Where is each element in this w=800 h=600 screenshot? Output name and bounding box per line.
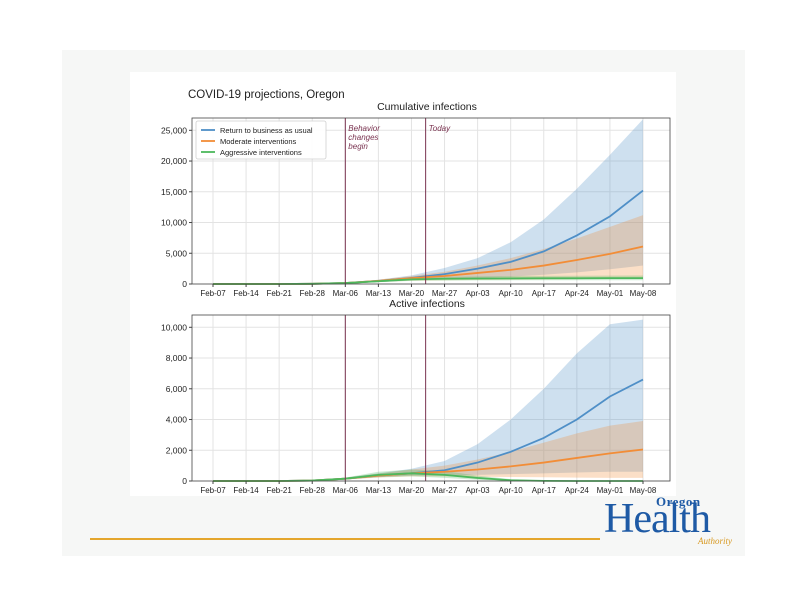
y-tick-label: 6,000 xyxy=(166,384,188,394)
y-tick-label: 20,000 xyxy=(161,156,187,166)
x-tick-label: Mar-13 xyxy=(366,486,392,495)
x-tick-label: May-08 xyxy=(630,486,657,495)
x-tick-label: Apr-03 xyxy=(466,289,491,298)
x-tick-label: Apr-10 xyxy=(499,289,524,298)
logo-word-authority: Authority xyxy=(698,536,732,546)
event-label: Behavior xyxy=(348,124,380,133)
y-tick-label: 0 xyxy=(182,476,187,486)
event-label: changes xyxy=(348,133,378,142)
series-line xyxy=(213,277,643,285)
y-tick-label: 10,000 xyxy=(161,218,187,228)
x-tick-label: May-08 xyxy=(630,289,657,298)
x-tick-label: Apr-10 xyxy=(499,486,524,495)
x-tick-label: May-01 xyxy=(597,486,624,495)
x-tick-label: Mar-27 xyxy=(432,289,458,298)
legend-label: Moderate interventions xyxy=(220,137,297,146)
confidence-band xyxy=(213,469,643,481)
figure-title: COVID-19 projections, Oregon xyxy=(188,89,345,101)
logo-word-health: Health xyxy=(604,496,711,542)
x-tick-label: Mar-20 xyxy=(399,486,425,495)
y-tick-label: 4,000 xyxy=(166,415,188,425)
y-tick-label: 0 xyxy=(182,279,187,289)
x-tick-label: Feb-21 xyxy=(266,486,292,495)
x-tick-label: Feb-07 xyxy=(200,486,226,495)
legend-label: Aggressive interventions xyxy=(220,148,302,157)
x-tick-label: May-01 xyxy=(597,289,624,298)
x-tick-label: Apr-03 xyxy=(466,486,491,495)
chart-title-active: Active infections xyxy=(389,298,465,310)
confidence-band xyxy=(213,119,643,284)
x-tick-label: Apr-24 xyxy=(565,486,590,495)
footer-rule xyxy=(90,538,600,540)
y-tick-label: 2,000 xyxy=(166,445,188,455)
x-tick-label: Feb-14 xyxy=(233,486,259,495)
y-tick-label: 5,000 xyxy=(166,248,188,258)
y-tick-label: 25,000 xyxy=(161,125,187,135)
plot-frame xyxy=(191,314,671,482)
event-label: begin xyxy=(348,142,368,151)
x-tick-label: Apr-17 xyxy=(532,289,557,298)
y-tick-label: 15,000 xyxy=(161,187,187,197)
chart-title-cumulative: Cumulative infections xyxy=(377,101,477,113)
oregon-health-authority-logo: Health Oregon Authority xyxy=(604,492,739,554)
x-tick-label: Feb-28 xyxy=(300,486,326,495)
figure-panel: COVID-19 projections, Oregon Cumulative … xyxy=(130,72,676,496)
legend-box xyxy=(195,120,327,160)
plot-frame xyxy=(191,117,671,285)
x-tick-label: Feb-28 xyxy=(300,289,326,298)
x-tick-label: Mar-06 xyxy=(333,486,359,495)
y-tick-label: 8,000 xyxy=(166,353,188,363)
x-tick-label: Apr-24 xyxy=(565,289,590,298)
x-tick-label: Mar-20 xyxy=(399,289,425,298)
confidence-band xyxy=(213,421,643,481)
x-tick-label: Apr-17 xyxy=(532,486,557,495)
logo-word-oregon: Oregon xyxy=(656,494,701,509)
x-tick-label: Mar-06 xyxy=(333,289,359,298)
x-tick-label: Mar-13 xyxy=(366,289,392,298)
x-tick-label: Feb-07 xyxy=(200,289,226,298)
y-tick-label: 10,000 xyxy=(161,322,187,332)
x-tick-label: Mar-27 xyxy=(432,486,458,495)
legend-label: Return to business as usual xyxy=(220,126,313,135)
event-label: Today xyxy=(429,124,452,133)
x-tick-label: Feb-21 xyxy=(266,289,292,298)
chart-active-infections: 0 2,000 4,000 6,000 8,000 10,000 Feb-07 Feb-14 F… xyxy=(161,314,671,495)
x-tick-label: Feb-14 xyxy=(233,289,259,298)
